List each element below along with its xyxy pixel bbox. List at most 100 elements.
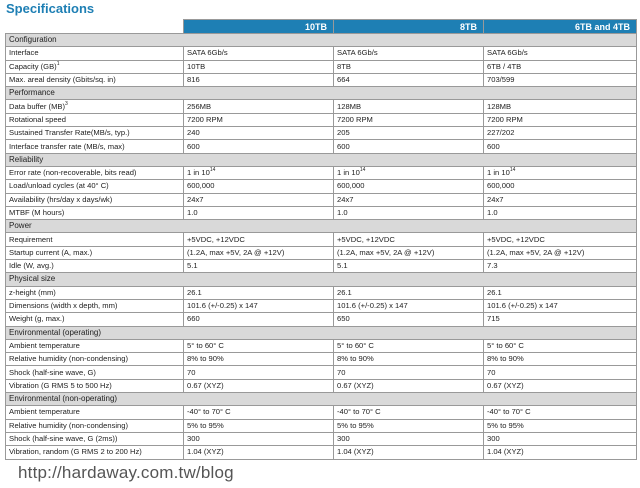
- value-cell: +5VDC, +12VDC: [333, 232, 484, 247]
- row-label-cell: Requirement: [5, 232, 184, 247]
- table-row: Vibration, random (G RMS 2 to 200 Hz) 1.0…: [5, 445, 637, 460]
- cell-value: 5.1: [337, 261, 348, 271]
- cell-value: 7200 RPM: [487, 114, 523, 124]
- row-label: Interface: [9, 48, 39, 58]
- value-cell: 24x7: [183, 192, 334, 207]
- value-cell: 70: [483, 365, 637, 380]
- cell-value: 600: [187, 141, 200, 151]
- cell-value: (1.2A, max +5V, 2A @ +12V): [187, 247, 285, 257]
- section-title: Power: [5, 219, 637, 234]
- cell-value: -40° to 70° C: [187, 407, 231, 417]
- row-label: Error rate (non-recoverable, bits read): [9, 168, 137, 178]
- row-label: z-height (mm): [9, 287, 56, 297]
- value-cell: -40° to 70° C: [483, 405, 637, 420]
- cell-value: 128MB: [487, 101, 512, 111]
- cell-value: 101.6 (+/-0.25) x 147: [337, 301, 408, 311]
- value-cell: 5% to 95%: [333, 418, 484, 433]
- table-row: Max. areal density (Gbits/sq. in) 816 664 7…: [5, 72, 637, 88]
- value-cell: 600,000: [333, 179, 484, 194]
- value-cell: 256MB: [183, 99, 334, 114]
- row-label-cell: MTBF (M hours): [5, 205, 184, 221]
- section-header-row: Environmental (operating): [5, 325, 637, 340]
- value-cell: 101.6 (+/-0.25) x 147: [333, 298, 484, 314]
- cell-value: (1.2A, max +5V, 2A @ +12V): [487, 247, 585, 257]
- value-cell: 5° to 60° C: [333, 338, 484, 354]
- row-label-cell: Relative humidity (non-condensing): [5, 352, 184, 367]
- cell-value: 1 in 10: [487, 168, 510, 178]
- section-header-row: Configuration: [5, 32, 637, 48]
- cell-value: 8TB: [337, 61, 351, 71]
- row-label-cell: Ambient temperature: [5, 338, 184, 354]
- value-cell: 664: [333, 72, 484, 88]
- value-cell: 600: [483, 139, 637, 154]
- row-label: Relative humidity (non-condensing): [9, 354, 129, 364]
- cell-value: 26.1: [487, 287, 502, 297]
- value-cell: 5° to 60° C: [483, 338, 637, 354]
- cell-value: 5° to 60° C: [487, 340, 524, 350]
- row-label-cell: Rotational speed: [5, 112, 184, 128]
- row-label: Ambient temperature: [9, 340, 80, 350]
- row-label: MTBF (M hours): [9, 208, 65, 217]
- value-cell: 5% to 95%: [483, 418, 637, 433]
- cell-value: 70: [487, 367, 496, 377]
- specifications-table-body: 10TB 8TB 6TB and 4TB Configuration Interf…: [5, 19, 637, 460]
- table-row: Error rate (non-recoverable, bits read) 1…: [5, 165, 637, 181]
- row-label: Ambient temperature: [9, 407, 80, 417]
- row-label-cell: Ambient temperature: [5, 405, 184, 420]
- table-row: Relative humidity (non-condensing) 5% to …: [5, 418, 637, 433]
- cell-value: 128MB: [337, 101, 362, 111]
- cell-value: +5VDC, +12VDC: [187, 234, 245, 244]
- table-row: Startup current (A, max.) (1.2A, max +5V,…: [5, 245, 637, 261]
- table-row: Requirement +5VDC, +12VDC +5VDC, +12VDC +5V…: [5, 232, 637, 247]
- cell-value: 300: [337, 434, 350, 444]
- table-row: Shock (half-sine wave, G (2ms)) 300 300 300: [5, 431, 637, 447]
- value-cell: 1.04 (XYZ): [333, 445, 484, 460]
- section-header-row: Reliability: [5, 152, 637, 167]
- cell-value: 26.1: [187, 287, 202, 297]
- cell-value: +5VDC, +12VDC: [487, 234, 545, 244]
- value-cell: 8% to 90%: [183, 352, 334, 367]
- cell-value: 24x7: [187, 194, 204, 204]
- value-cell: 1.04 (XYZ): [483, 445, 637, 460]
- row-label-cell: Interface: [5, 46, 184, 61]
- cell-value: -40° to 70° C: [487, 407, 531, 417]
- value-cell: 1 in 1014: [483, 165, 637, 181]
- table-row: Data buffer (MB)3 256MB 128MB 128MB: [5, 99, 637, 114]
- cell-value: 600,000: [187, 181, 215, 191]
- cell-value: 600: [487, 141, 500, 151]
- value-cell: +5VDC, +12VDC: [183, 232, 334, 247]
- section-title: Physical size: [5, 272, 637, 287]
- table-row: Interface SATA 6Gb/s SATA 6Gb/s SATA 6Gb/s: [5, 46, 637, 61]
- cell-value: 7200 RPM: [337, 114, 373, 124]
- value-cell: 816: [183, 72, 334, 88]
- table-row: Sustained Transfer Rate(MB/s, typ.) 240 20…: [5, 126, 637, 141]
- cell-value: 8% to 90%: [337, 354, 374, 364]
- cell-value: 1.04 (XYZ): [487, 447, 524, 457]
- section-header-row: Performance: [5, 86, 637, 101]
- value-cell: 0.67 (XYZ): [483, 378, 637, 394]
- value-cell: (1.2A, max +5V, 2A @ +12V): [483, 245, 637, 261]
- row-label: Data buffer (MB): [9, 101, 65, 111]
- row-label: Load/unload cycles (at 40° C): [9, 181, 109, 191]
- value-cell: 0.67 (XYZ): [183, 378, 334, 394]
- cell-value: 8% to 90%: [487, 354, 524, 364]
- cell-value: 10TB: [187, 61, 206, 71]
- value-cell: -40° to 70° C: [333, 405, 484, 420]
- value-cell: 600,000: [483, 179, 637, 194]
- value-cell: 101.6 (+/-0.25) x 147: [183, 298, 334, 314]
- cell-value: SATA 6Gb/s: [187, 48, 228, 58]
- cell-value: 600,000: [487, 181, 515, 191]
- table-row: Idle (W, avg.) 5.1 5.1 7.3: [5, 259, 637, 274]
- row-label-cell: Dimensions (width x depth, mm): [5, 298, 184, 314]
- value-cell: 1.04 (XYZ): [183, 445, 334, 460]
- row-label: Requirement: [9, 234, 53, 244]
- cell-value: 240: [187, 128, 200, 138]
- cell-value: 5% to 95%: [187, 420, 224, 430]
- exponent: 14: [359, 167, 366, 174]
- row-label-cell: Weight (g, max.): [5, 312, 184, 327]
- value-cell: 26.1: [183, 285, 334, 300]
- cell-value: 5° to 60° C: [337, 340, 374, 350]
- value-cell: 6TB / 4TB: [483, 59, 637, 74]
- cell-value: 26.1: [337, 287, 352, 297]
- row-label-cell: Interface transfer rate (MB/s, max): [5, 139, 184, 154]
